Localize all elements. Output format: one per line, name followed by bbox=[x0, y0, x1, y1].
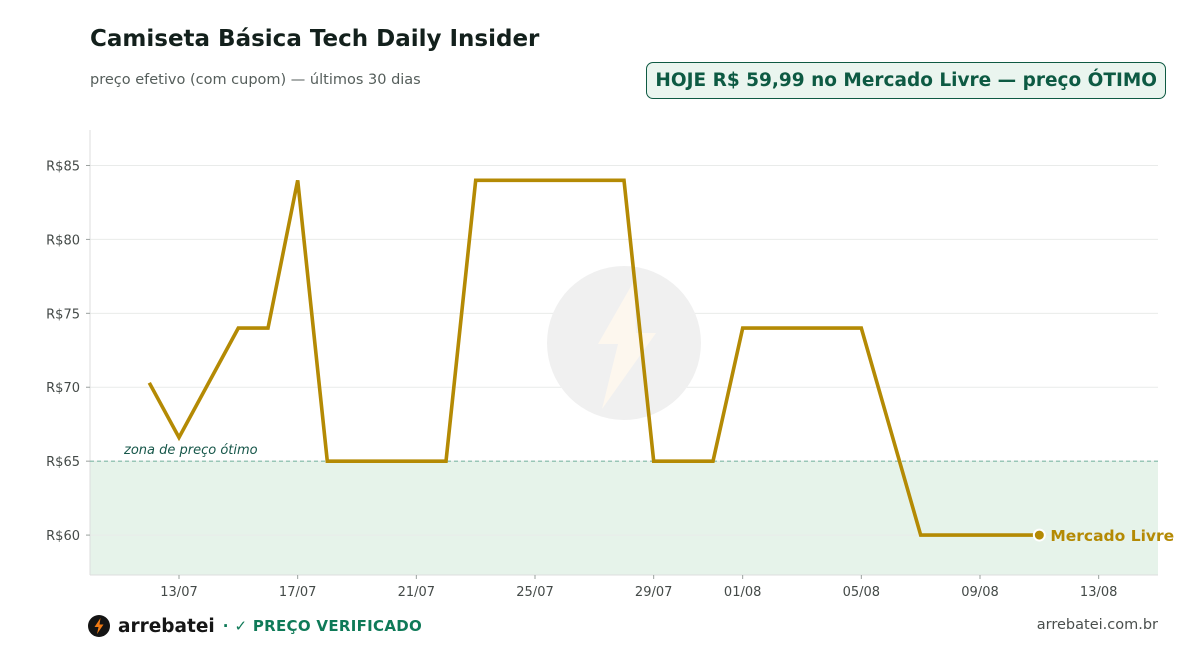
lightning-logo-icon bbox=[88, 615, 110, 637]
footer-branding: arrebatei · ✓ PREÇO VERIFICADO bbox=[88, 614, 422, 638]
x-tick-label: 13/07 bbox=[160, 585, 197, 600]
y-tick-label: R$65 bbox=[46, 455, 80, 470]
chart-title: Camiseta Básica Tech Daily Insider bbox=[90, 26, 540, 52]
x-tick-label: 17/07 bbox=[279, 585, 316, 600]
series-label-mercado-livre: Mercado Livre bbox=[1050, 527, 1174, 545]
site-url: arrebatei.com.br bbox=[1036, 617, 1158, 633]
series-endpoint bbox=[1032, 528, 1046, 542]
y-tick-label: R$70 bbox=[46, 381, 80, 396]
footer-separator: · bbox=[222, 617, 229, 635]
y-tick-label: R$75 bbox=[46, 307, 80, 322]
x-tick-label: 29/07 bbox=[635, 585, 672, 600]
price-today-badge: HOJE R$ 59,99 no Mercado Livre — preço Ó… bbox=[646, 62, 1166, 99]
y-tick-label: R$60 bbox=[46, 529, 80, 544]
optimal-zone-label: zona de preço ótimo bbox=[123, 443, 258, 458]
series-line-mercado-livre bbox=[147, 178, 1040, 537]
x-tick-label: 21/07 bbox=[398, 585, 435, 600]
brand-name: arrebatei bbox=[118, 615, 215, 637]
x-tick-label: 25/07 bbox=[516, 585, 553, 600]
watermark-logo-icon bbox=[547, 266, 701, 420]
x-tick-label: 01/08 bbox=[724, 585, 761, 600]
y-tick-label: R$85 bbox=[46, 159, 80, 174]
price-chart: zona de preço ótimo R$60 R$65 R$70 R$75 R$80 R… bbox=[46, 130, 1174, 600]
x-tick-label: 05/08 bbox=[843, 585, 880, 600]
watermark-bolt bbox=[598, 281, 656, 409]
optimal-zone-area bbox=[90, 461, 1158, 575]
x-tick-label: 13/08 bbox=[1080, 585, 1117, 600]
chart-subtitle: preço efetivo (com cupom) — últimos 30 d… bbox=[90, 72, 421, 88]
verified-price-label: ✓ PREÇO VERIFICADO bbox=[234, 617, 423, 635]
x-tick-label: 09/08 bbox=[961, 585, 998, 600]
y-tick-label: R$80 bbox=[46, 233, 80, 248]
